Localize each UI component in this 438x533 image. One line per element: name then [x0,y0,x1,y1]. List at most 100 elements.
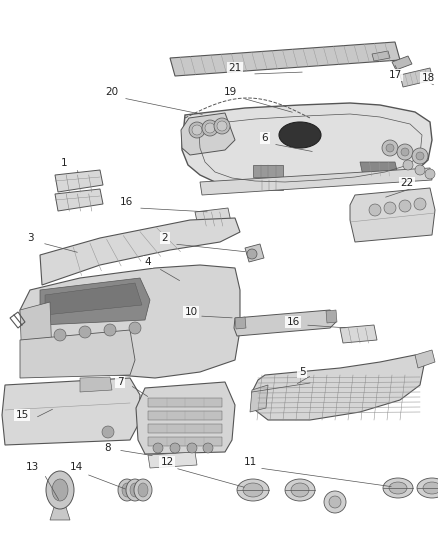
Polygon shape [148,411,222,420]
Text: 22: 22 [400,178,413,188]
Polygon shape [200,168,432,195]
Circle shape [189,122,205,138]
Text: 7: 7 [117,377,124,387]
Polygon shape [40,218,240,285]
Polygon shape [326,310,337,323]
Ellipse shape [285,479,315,501]
Polygon shape [235,317,246,329]
Polygon shape [55,189,103,211]
Polygon shape [392,56,412,70]
Polygon shape [170,42,400,76]
Text: 11: 11 [244,457,257,467]
Ellipse shape [417,478,438,498]
Circle shape [412,148,428,164]
Polygon shape [234,310,336,336]
Polygon shape [252,355,425,420]
Circle shape [102,426,114,438]
Ellipse shape [52,479,68,501]
Text: 16: 16 [286,317,300,327]
Polygon shape [195,208,231,226]
Polygon shape [245,244,264,262]
Text: 20: 20 [106,87,119,97]
Ellipse shape [122,483,132,497]
Circle shape [202,120,218,136]
Circle shape [192,125,202,135]
Circle shape [329,496,341,508]
Ellipse shape [134,479,152,501]
Circle shape [247,249,257,259]
Text: 15: 15 [15,410,28,420]
Ellipse shape [383,478,413,498]
Circle shape [382,140,398,156]
Circle shape [203,443,213,453]
Polygon shape [55,170,103,192]
Polygon shape [360,162,398,176]
Circle shape [170,443,180,453]
Circle shape [415,165,425,175]
Ellipse shape [237,479,269,501]
Polygon shape [20,265,240,378]
Circle shape [397,144,413,160]
Polygon shape [136,382,235,454]
Text: 6: 6 [261,133,268,143]
Ellipse shape [126,479,144,501]
Polygon shape [372,51,390,61]
Ellipse shape [389,482,407,494]
Circle shape [386,144,394,152]
Text: 14: 14 [69,462,83,472]
Polygon shape [350,188,435,242]
Circle shape [129,322,141,334]
Text: 17: 17 [389,70,402,80]
Circle shape [425,169,435,179]
Circle shape [217,121,227,131]
Ellipse shape [243,483,263,497]
Circle shape [416,152,424,160]
Text: 8: 8 [105,443,111,453]
Polygon shape [253,165,283,177]
Polygon shape [45,283,142,315]
Ellipse shape [423,482,438,494]
Circle shape [403,160,413,170]
Text: 3: 3 [27,233,33,243]
Text: 21: 21 [228,63,242,73]
Ellipse shape [279,122,321,148]
Ellipse shape [138,483,148,497]
Text: 12: 12 [160,457,173,467]
Polygon shape [148,398,222,407]
Polygon shape [255,180,283,190]
Circle shape [369,204,381,216]
Ellipse shape [130,483,140,497]
Text: 18: 18 [421,73,434,83]
Ellipse shape [46,471,74,509]
Circle shape [414,198,426,210]
Polygon shape [340,325,377,343]
Polygon shape [2,378,140,445]
Polygon shape [181,113,235,155]
Circle shape [104,324,116,336]
Circle shape [153,443,163,453]
Circle shape [384,202,396,214]
Circle shape [79,326,91,338]
Polygon shape [40,278,150,325]
Text: 5: 5 [299,367,305,377]
Circle shape [399,200,411,212]
Polygon shape [400,68,433,87]
Circle shape [401,148,409,156]
Text: 2: 2 [162,233,168,243]
Polygon shape [415,350,435,368]
Circle shape [214,118,230,134]
Circle shape [187,443,197,453]
Polygon shape [250,385,268,412]
Polygon shape [182,103,432,188]
Polygon shape [80,377,112,392]
Text: 19: 19 [223,87,237,97]
Text: 4: 4 [145,257,151,267]
Ellipse shape [118,479,136,501]
Text: 1: 1 [61,158,67,168]
Polygon shape [148,424,222,433]
Circle shape [324,491,346,513]
Circle shape [205,123,215,133]
Polygon shape [50,504,70,520]
Text: 16: 16 [120,197,133,207]
Text: 13: 13 [25,462,39,472]
